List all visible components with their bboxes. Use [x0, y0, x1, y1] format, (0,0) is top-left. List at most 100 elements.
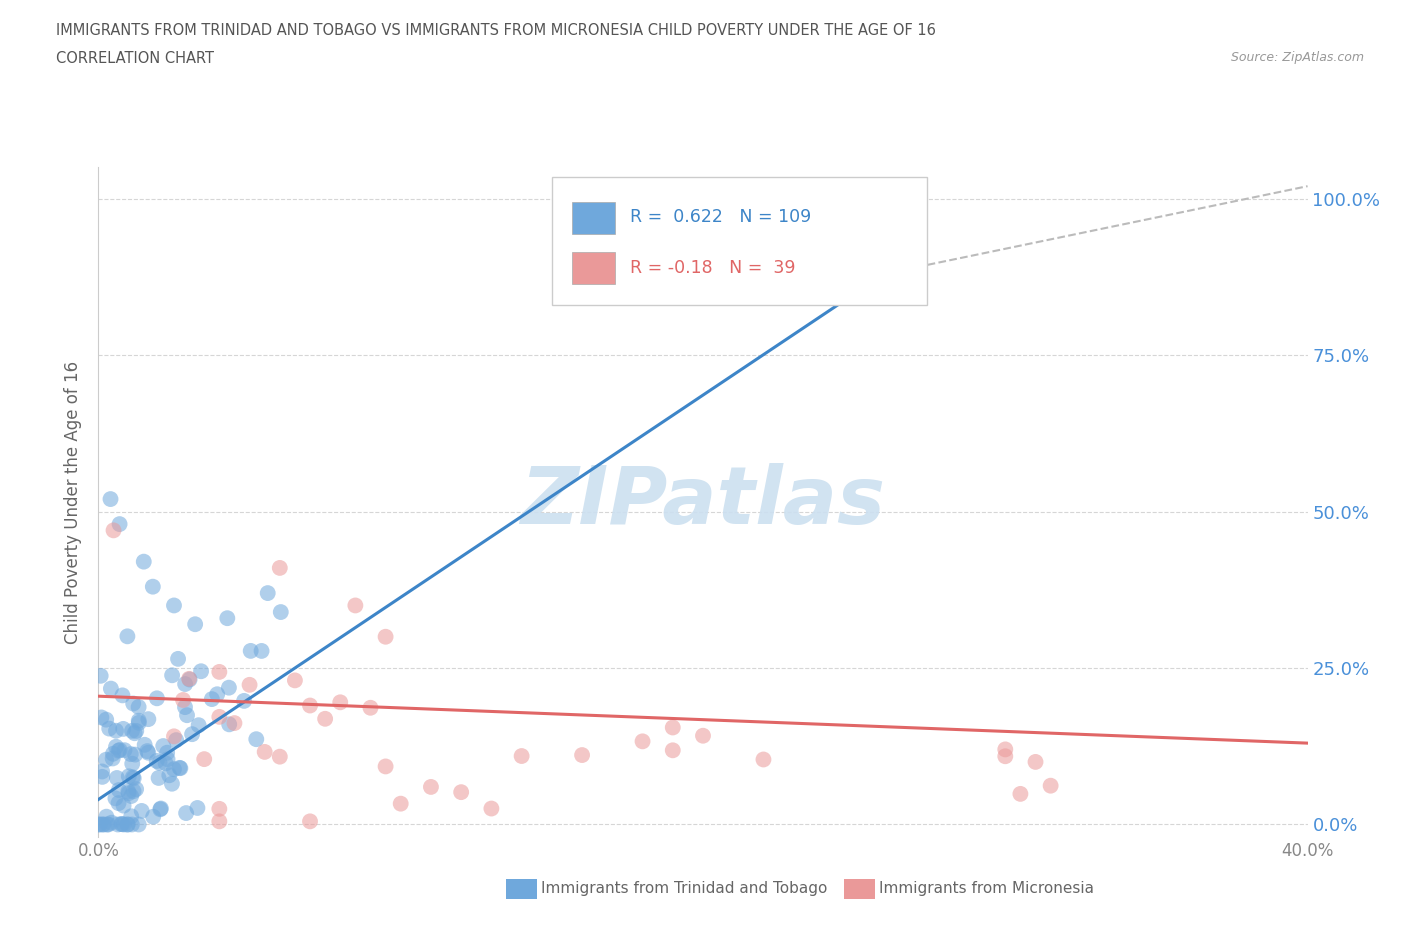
Point	[169, 761, 191, 776]
Point	[134, 737, 156, 752]
Point	[117, 784, 139, 799]
Point	[481, 801, 503, 816]
Point	[105, 771, 128, 786]
Point	[218, 717, 240, 732]
Point	[253, 744, 276, 759]
Point	[239, 644, 262, 658]
Point	[122, 771, 145, 786]
Point	[107, 796, 129, 811]
Point	[692, 728, 714, 743]
Y-axis label: Child Poverty Under the Age of 16: Child Poverty Under the Age of 16	[65, 361, 83, 644]
Point	[120, 809, 142, 824]
Point	[90, 710, 112, 724]
Point	[121, 817, 143, 832]
Point	[181, 726, 204, 741]
Point	[662, 743, 685, 758]
FancyBboxPatch shape	[553, 178, 927, 305]
Point	[160, 777, 183, 791]
Point	[201, 692, 224, 707]
Point	[179, 672, 201, 687]
Point	[108, 742, 131, 757]
Point	[112, 798, 135, 813]
Point	[101, 751, 124, 766]
Point	[752, 752, 775, 767]
Point	[1024, 754, 1046, 769]
Point	[97, 817, 120, 832]
Point	[136, 745, 159, 760]
Point	[208, 814, 231, 829]
Point	[205, 687, 228, 702]
Point	[174, 677, 197, 692]
Point	[112, 817, 135, 832]
Point	[120, 747, 142, 762]
Point	[98, 721, 121, 736]
Point	[193, 751, 215, 766]
Point	[121, 756, 143, 771]
Point	[108, 782, 131, 797]
Point	[172, 693, 194, 708]
Point	[828, 235, 851, 250]
Point	[157, 768, 180, 783]
Point	[128, 713, 150, 728]
Point	[239, 677, 262, 692]
Point	[125, 724, 148, 738]
Point	[179, 671, 201, 686]
Point	[250, 644, 273, 658]
Point	[121, 770, 143, 785]
Point	[107, 817, 129, 832]
Point	[374, 759, 396, 774]
Point	[93, 817, 115, 832]
Point	[269, 561, 291, 576]
Point	[269, 750, 291, 764]
Point	[174, 699, 197, 714]
Point	[314, 711, 336, 726]
Point	[389, 796, 412, 811]
Point	[174, 805, 197, 820]
Point	[100, 816, 122, 830]
Point	[299, 698, 322, 713]
Point	[87, 817, 110, 832]
Point	[163, 762, 186, 777]
Text: Immigrants from Trinidad and Tobago: Immigrants from Trinidad and Tobago	[541, 881, 828, 896]
Point	[233, 694, 256, 709]
Point	[217, 611, 239, 626]
Point	[128, 817, 150, 832]
Point	[165, 733, 187, 748]
Point	[131, 804, 153, 818]
Point	[994, 749, 1017, 764]
Point	[105, 724, 128, 738]
FancyBboxPatch shape	[572, 202, 614, 233]
Point	[142, 809, 165, 824]
Point	[152, 738, 174, 753]
Point	[374, 630, 396, 644]
Point	[187, 718, 209, 733]
Point	[118, 786, 141, 801]
Point	[104, 790, 127, 805]
Point	[125, 782, 148, 797]
Point	[100, 492, 122, 507]
Point	[1010, 787, 1032, 802]
Point	[571, 748, 593, 763]
Point	[208, 802, 231, 817]
Point	[118, 769, 141, 784]
Point	[155, 756, 177, 771]
Point	[510, 749, 533, 764]
Point	[344, 598, 367, 613]
FancyBboxPatch shape	[572, 252, 614, 285]
Point	[138, 711, 160, 726]
Point	[360, 700, 382, 715]
Point	[163, 598, 186, 613]
Point	[111, 817, 134, 831]
Point	[96, 809, 118, 824]
Point	[111, 688, 134, 703]
Point	[121, 724, 143, 738]
Point	[91, 769, 114, 784]
Point	[142, 579, 165, 594]
Point	[256, 586, 278, 601]
Point	[117, 629, 139, 644]
Point	[176, 708, 198, 723]
Point	[145, 753, 167, 768]
Point	[120, 789, 142, 804]
Point	[107, 743, 129, 758]
Point	[136, 744, 159, 759]
